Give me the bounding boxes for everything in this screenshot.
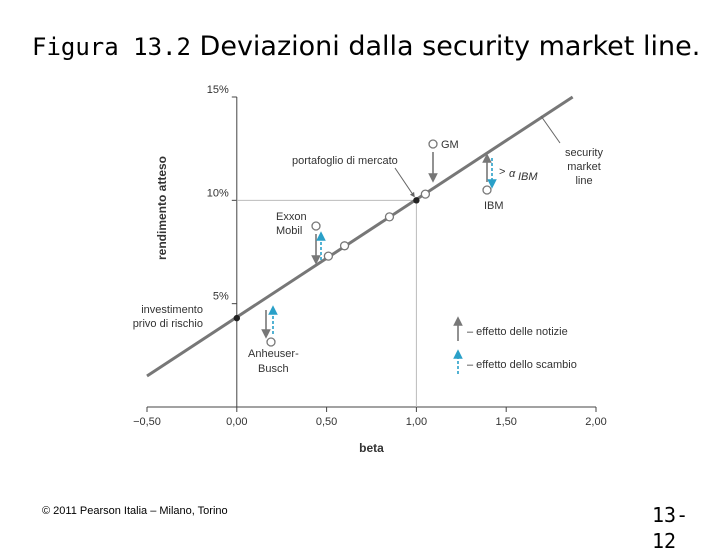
x-tick-label: 1,50 xyxy=(495,416,516,428)
y-axis-label: rendimento atteso xyxy=(155,156,169,260)
x-tick-label: 1,00 xyxy=(406,416,427,428)
y-tick-label: 15% xyxy=(207,84,229,96)
security-market-line xyxy=(146,95,574,378)
gm-label: GM xyxy=(441,139,459,151)
risk-free-label: privo di rischio xyxy=(133,318,203,330)
y-tick-label: 5% xyxy=(213,291,229,303)
market-portfolio-point xyxy=(413,197,420,204)
gm-point xyxy=(428,139,438,149)
x-axis-label: beta xyxy=(359,441,384,455)
copyright-notice: © 2011 Pearson Italia – Milano, Torino xyxy=(42,505,228,517)
figure-number: Figura 13.2 xyxy=(32,33,191,61)
exxon-label: Mobil xyxy=(276,225,302,237)
line-point xyxy=(384,212,395,222)
anheuser-label: Anheuser- xyxy=(248,348,299,360)
y-tick-label: 10% xyxy=(207,187,229,199)
sml-pointer xyxy=(540,115,561,144)
exxon-label: Exxon xyxy=(276,211,307,223)
ibm-label: IBM xyxy=(484,200,504,212)
x-tick-label: 0,50 xyxy=(316,416,337,428)
x-tick-label: 0,00 xyxy=(226,416,247,428)
anheuser-point xyxy=(266,337,276,347)
risk-free-label: investimento xyxy=(141,304,203,316)
anheuser-label: Busch xyxy=(258,363,289,375)
exxon-point xyxy=(311,221,321,231)
line-point xyxy=(323,251,334,261)
line-point xyxy=(339,241,350,251)
alpha-symbol: α xyxy=(509,168,516,180)
ibm-point xyxy=(482,185,492,195)
sml-label: market xyxy=(567,161,601,173)
risk-free-point xyxy=(233,314,240,322)
sml-label: security xyxy=(565,147,603,159)
alpha-subscript: IBM xyxy=(518,171,538,183)
slide-title: Figura 13.2 Deviazioni dalla security ma… xyxy=(32,30,702,64)
line-point xyxy=(420,189,431,199)
market-portfolio-pointer xyxy=(394,167,415,198)
x-tick-label: 2,00 xyxy=(585,416,606,428)
page-number: 13-12 xyxy=(652,503,689,553)
sml-chart: −0,50 0,00 0,50 1,00 1,50 2,00 5% 10% 15% beta ren… xyxy=(133,84,607,455)
legend-label: – effetto dello scambio xyxy=(467,359,577,371)
figure-title: Deviazioni dalla security market line. xyxy=(199,31,701,62)
legend-label: – effetto delle notizie xyxy=(467,326,568,338)
market-portfolio-label: portafoglio di mercato xyxy=(292,155,398,167)
alpha-bracket: > xyxy=(499,166,505,178)
sml-label: line xyxy=(575,175,592,187)
x-tick-label: −0,50 xyxy=(133,416,161,428)
